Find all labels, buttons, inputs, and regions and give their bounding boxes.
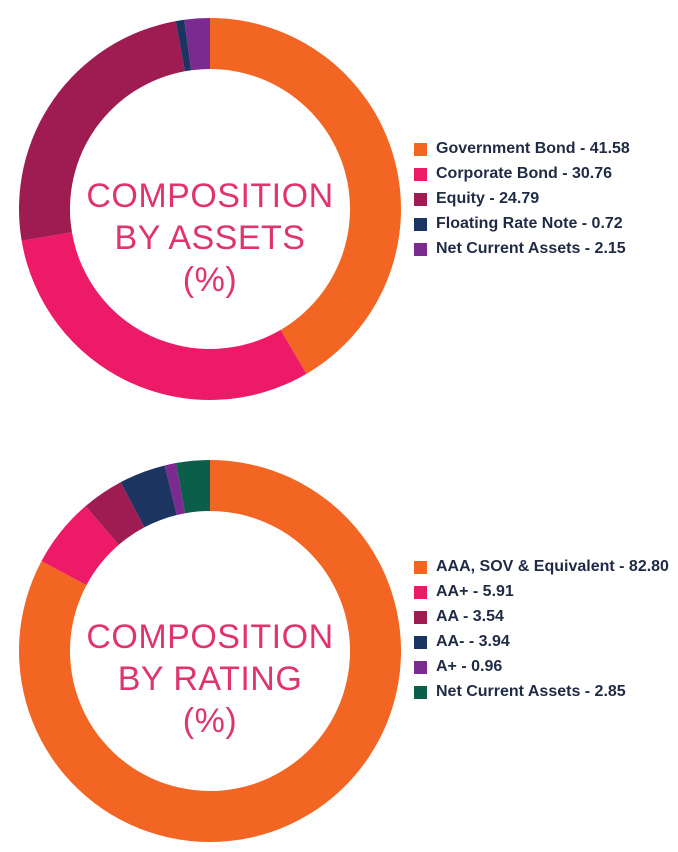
legend-item: Equity - 24.79: [414, 188, 674, 210]
legend-label: AA+ - 5.91: [436, 583, 514, 600]
legend-label: AA - 3.54: [436, 608, 504, 625]
legend-swatch: [414, 636, 427, 649]
legend-label: Government Bond - 41.58: [436, 140, 630, 157]
legend-item: Floating Rate Note - 0.72: [414, 213, 674, 235]
legend-label: Net Current Assets - 2.15: [436, 240, 626, 257]
assets-title-line-1: COMPOSITION: [86, 177, 334, 215]
rating-title-line-3: (%): [182, 702, 238, 740]
rating-legend: AAA, SOV & Equivalent - 82.80 AA+ - 5.91…: [414, 556, 674, 706]
rating-donut-chart: [18, 460, 401, 842]
legend-item: Corporate Bond - 30.76: [414, 163, 674, 185]
donut-slice-government-bond: [210, 18, 402, 374]
legend-item: Government Bond - 41.58: [414, 138, 674, 160]
assets-chart-panel: COMPOSITION BY ASSETS (%) Government Bon…: [0, 0, 678, 420]
assets-chart-title: COMPOSITION BY ASSETS (%): [60, 175, 360, 301]
rating-title-line-1: COMPOSITION: [86, 618, 334, 656]
assets-title-line-3: (%): [182, 261, 238, 299]
rating-title-line-2: BY RATING: [117, 660, 303, 698]
donut-slice-aa-plus: [41, 506, 119, 586]
donut-slice-aa: [85, 482, 145, 545]
donut-slice-aa-minus: [120, 465, 177, 528]
legend-swatch: [414, 168, 427, 181]
donut-slice-floating-rate-note: [175, 19, 192, 72]
legend-swatch: [414, 143, 427, 156]
legend-label: AAA, SOV & Equivalent - 82.80: [436, 558, 669, 575]
legend-item: AA+ - 5.91: [414, 581, 674, 603]
donut-slice-equity: [19, 21, 185, 241]
legend-swatch: [414, 243, 427, 256]
legend-item: Net Current Assets - 2.15: [414, 238, 674, 260]
donut-slice-corporate-bond: [21, 232, 307, 400]
donut-slice-net-current-assets: [175, 460, 210, 514]
rating-chart-title: COMPOSITION BY RATING (%): [60, 616, 360, 742]
legend-swatch: [414, 661, 427, 674]
donut-slice-net-current-assets: [184, 18, 210, 71]
legend-swatch: [414, 611, 427, 624]
legend-label: Net Current Assets - 2.85: [436, 683, 626, 700]
legend-swatch: [414, 586, 427, 599]
legend-item: AA- - 3.94: [414, 631, 674, 653]
legend-label: AA- - 3.94: [436, 633, 510, 650]
legend-label: A+ - 0.96: [436, 658, 503, 675]
legend-item: AA - 3.54: [414, 606, 674, 628]
legend-item: A+ - 0.96: [414, 656, 674, 678]
legend-label: Equity - 24.79: [436, 190, 540, 207]
donut-slice-a-plus: [164, 463, 186, 515]
legend-swatch: [414, 193, 427, 206]
legend-item: AAA, SOV & Equivalent - 82.80: [414, 556, 674, 578]
rating-chart-panel: COMPOSITION BY RATING (%) AAA, SOV & Equ…: [0, 440, 678, 852]
assets-title-line-2: BY ASSETS: [114, 219, 306, 257]
legend-label: Corporate Bond - 30.76: [436, 165, 613, 182]
legend-swatch: [414, 561, 427, 574]
legend-swatch: [414, 686, 427, 699]
assets-legend: Government Bond - 41.58 Corporate Bond -…: [414, 138, 674, 263]
legend-swatch: [414, 218, 427, 231]
legend-item: Net Current Assets - 2.85: [414, 681, 674, 703]
legend-label: Floating Rate Note - 0.72: [436, 215, 623, 232]
assets-donut-chart: [19, 18, 402, 400]
